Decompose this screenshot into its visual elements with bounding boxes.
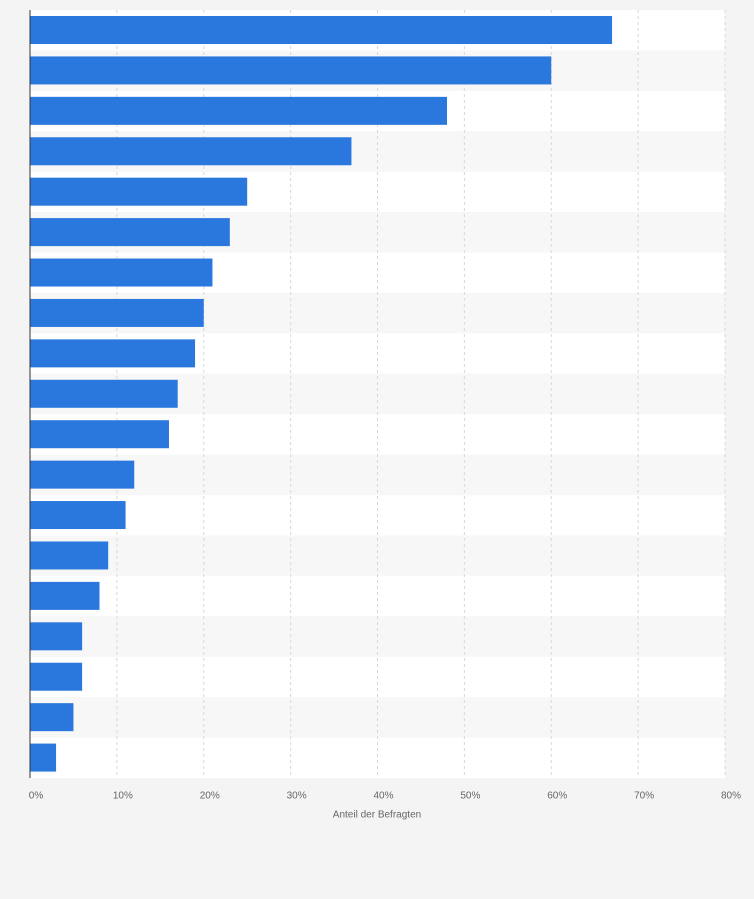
bar bbox=[30, 96, 447, 125]
bar bbox=[30, 258, 213, 287]
bar bbox=[30, 460, 135, 489]
x-axis-label: Anteil der Befragten bbox=[333, 810, 421, 821]
bar bbox=[30, 622, 83, 651]
bar bbox=[30, 56, 552, 85]
bar bbox=[30, 298, 204, 327]
x-tick-label: 40% bbox=[373, 791, 393, 802]
bar bbox=[30, 16, 613, 44]
x-tick-label: 70% bbox=[634, 791, 654, 802]
bar bbox=[30, 703, 74, 732]
bar bbox=[30, 420, 169, 449]
bar bbox=[30, 501, 126, 530]
x-tick-label: 30% bbox=[287, 791, 307, 802]
x-tick-label: 20% bbox=[200, 791, 220, 802]
bar bbox=[30, 339, 196, 368]
bar bbox=[30, 379, 178, 408]
x-tick-label: 0% bbox=[29, 791, 44, 802]
x-tick-label: 50% bbox=[460, 791, 480, 802]
x-tick-label: 10% bbox=[113, 791, 133, 802]
bar bbox=[30, 541, 109, 570]
x-tick-label: 60% bbox=[547, 791, 567, 802]
x-tick-label: 80% bbox=[721, 791, 741, 802]
bar bbox=[30, 177, 248, 206]
bar bbox=[30, 218, 230, 247]
bar bbox=[30, 662, 83, 691]
bar bbox=[30, 581, 100, 610]
bar bbox=[30, 137, 352, 166]
bar bbox=[30, 743, 57, 772]
